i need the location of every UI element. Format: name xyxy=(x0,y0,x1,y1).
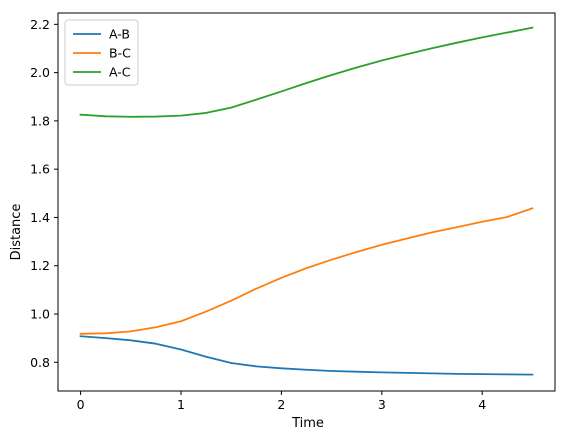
series-line-a-b xyxy=(79,335,534,376)
legend: A-B B-C A-C xyxy=(64,19,139,86)
x-axis-label: Time xyxy=(291,416,324,431)
y-tick-label: 2.2 xyxy=(30,17,50,32)
axes-frame xyxy=(57,12,556,392)
x-tick-label: 0 xyxy=(77,397,85,412)
y-tick-label: 1.2 xyxy=(30,258,50,273)
y-tick-label: 1.6 xyxy=(30,162,50,177)
legend-label-b-c: B-C xyxy=(109,46,131,61)
legend-box xyxy=(64,19,139,86)
y-tick-label: 1.0 xyxy=(30,307,50,322)
y-tick-label: 2.0 xyxy=(30,65,50,80)
legend-label-a-c: A-C xyxy=(109,65,131,80)
y-axis-ticks: 0.8 1.0 1.2 1.4 1.6 1.8 2.0 2.2 xyxy=(30,17,58,370)
x-tick-label: 4 xyxy=(478,397,486,412)
x-tick-label: 3 xyxy=(378,397,386,412)
y-tick-label: 0.8 xyxy=(30,355,50,370)
x-tick-label: 1 xyxy=(177,397,185,412)
y-tick-label: 1.8 xyxy=(30,113,50,128)
plot-area xyxy=(57,12,556,392)
legend-label-a-b: A-B xyxy=(109,27,130,42)
x-axis-ticks: 0 1 2 3 4 xyxy=(77,391,486,412)
series-line-b-c xyxy=(79,207,534,335)
y-axis-label: Distance xyxy=(9,204,24,261)
x-tick-label: 2 xyxy=(277,397,285,412)
series-line-a-c xyxy=(79,26,534,118)
y-tick-label: 1.4 xyxy=(30,210,50,225)
